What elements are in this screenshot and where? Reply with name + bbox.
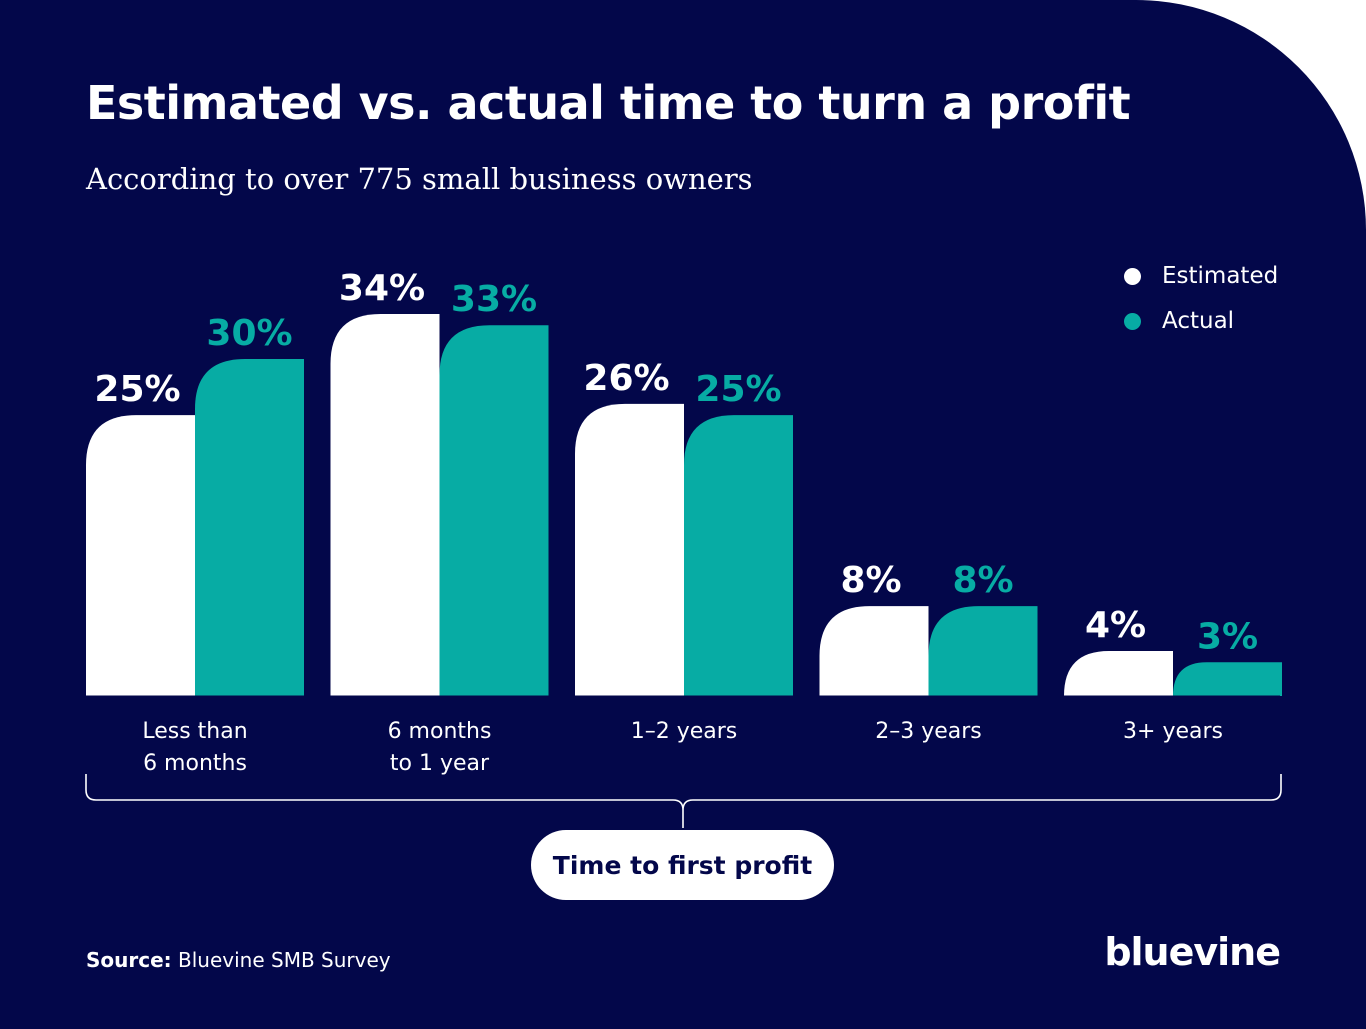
data-label-actual-1: 33% xyxy=(451,279,537,320)
data-label-estimated-0: 25% xyxy=(94,369,180,410)
legend-label-actual: Actual xyxy=(1162,308,1235,334)
x-axis-title-pill: Time to first profit xyxy=(531,830,834,900)
bar-actual-3 xyxy=(928,606,1038,696)
legend: Estimated Actual xyxy=(1124,260,1278,350)
data-label-actual-3: 8% xyxy=(952,560,1013,601)
bar-actual-2 xyxy=(684,415,793,696)
legend-label-estimated: Estimated xyxy=(1162,263,1279,289)
data-label-estimated-4: 4% xyxy=(1085,605,1146,646)
category-bracket xyxy=(85,774,1282,828)
category-label-4: 3+ years xyxy=(1123,719,1223,744)
bar-actual-0 xyxy=(195,358,304,696)
data-label-actual-2: 25% xyxy=(695,369,781,410)
bar-estimated-3 xyxy=(819,606,929,696)
data-label-actual-4: 3% xyxy=(1197,616,1258,657)
legend-dot-actual xyxy=(1124,312,1141,330)
bluevine-logo: bluevine xyxy=(1104,930,1281,974)
category-label-1: 6 months to 1 year xyxy=(388,719,492,776)
chart-title: Estimated vs. actual time to turn a prof… xyxy=(86,76,1131,130)
legend-item-actual: Actual xyxy=(1124,305,1278,337)
bar-estimated-0 xyxy=(86,415,195,696)
bar-actual-1 xyxy=(439,325,549,696)
source-note: Source: Bluevine SMB Survey xyxy=(86,948,391,972)
category-label-2: 1–2 years xyxy=(631,719,738,744)
chart-subtitle: According to over 775 small business own… xyxy=(86,162,753,196)
bar-actual-4 xyxy=(1173,662,1282,696)
x-axis-title: Time to first profit xyxy=(552,850,813,880)
category-label-3: 2–3 years xyxy=(875,719,982,744)
legend-item-estimated: Estimated xyxy=(1124,260,1278,292)
data-label-actual-0: 30% xyxy=(206,313,292,354)
data-label-estimated-2: 26% xyxy=(583,358,669,399)
bar-estimated-2 xyxy=(575,403,684,696)
data-label-estimated-1: 34% xyxy=(339,268,425,309)
source-text: Bluevine SMB Survey xyxy=(171,948,391,972)
source-prefix: Source: xyxy=(86,948,172,972)
category-label-0: Less than 6 months xyxy=(142,719,247,776)
bar-estimated-1 xyxy=(330,314,440,696)
legend-dot-estimated xyxy=(1124,267,1141,285)
bar-estimated-4 xyxy=(1064,651,1173,696)
data-label-estimated-3: 8% xyxy=(840,560,901,601)
